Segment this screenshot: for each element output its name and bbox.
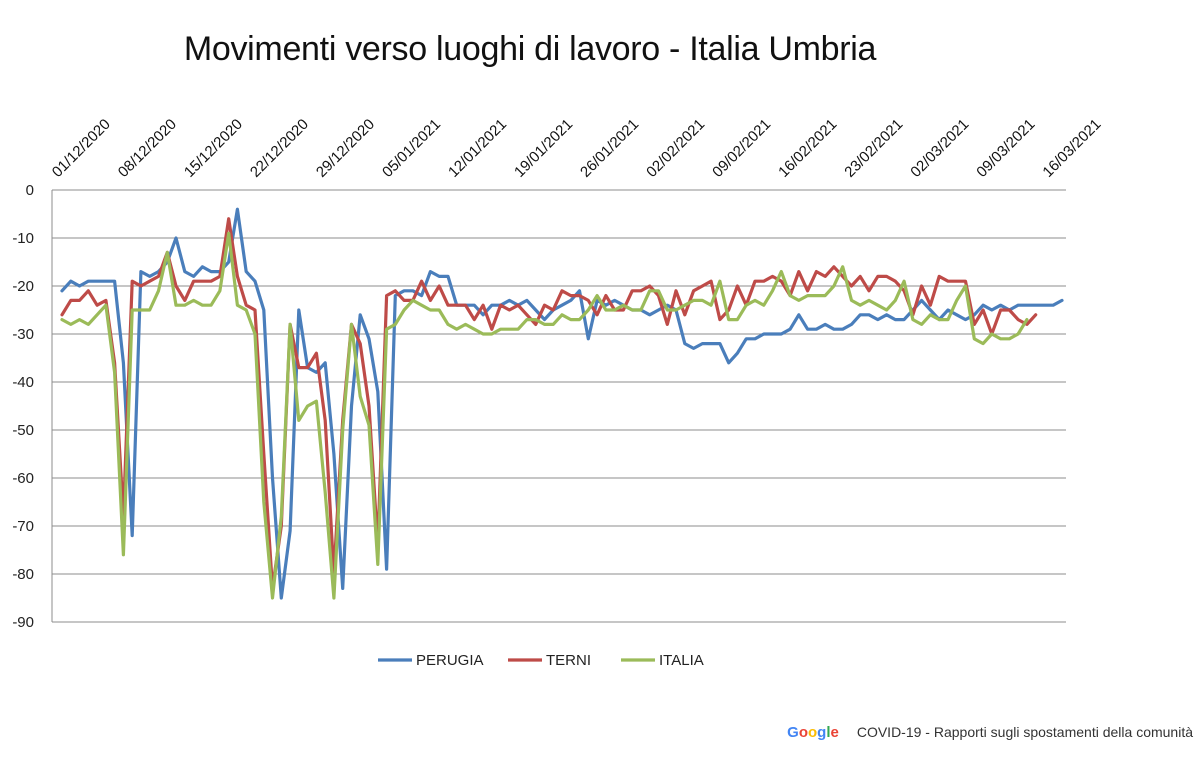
y-tick-label: -10: [12, 230, 34, 247]
y-tick-label: -80: [12, 566, 34, 583]
x-tick-label: 22/12/2020: [247, 116, 312, 181]
y-tick-label: -70: [12, 518, 34, 535]
x-tick-label: 29/12/2020: [313, 116, 378, 181]
x-tick-label: 09/02/2021: [709, 116, 774, 181]
y-axis-ticks: 0 -10 -20 -30 -40 -50 -60 -70 -80 -90: [12, 182, 34, 631]
gridlines: [51, 189, 1066, 623]
source-text: COVID-19 - Rapporti sugli spostamenti de…: [856, 724, 1193, 740]
y-tick-label: -60: [12, 470, 34, 487]
x-tick-label: 19/01/2021: [511, 116, 576, 181]
x-tick-label: 08/12/2020: [115, 116, 180, 181]
y-tick-label: -40: [12, 374, 34, 391]
legend-label: ITALIA: [659, 652, 704, 669]
google-logo: Google: [787, 724, 839, 741]
legend-label: PERUGIA: [416, 652, 484, 669]
x-tick-label: 12/01/2021: [445, 116, 510, 181]
x-tick-label: 09/03/2021: [973, 116, 1038, 181]
series-line-terni: [60, 217, 1038, 591]
y-tick-label: -90: [12, 614, 34, 631]
y-tick-label: -20: [12, 278, 34, 295]
y-tick-label: -50: [12, 422, 34, 439]
chart-title: Movimenti verso luoghi di lavoro - Itali…: [183, 30, 877, 68]
x-tick-label: 23/02/2021: [841, 116, 906, 181]
x-tick-label: 16/02/2021: [775, 116, 840, 181]
legend: PERUGIA TERNI ITALIA: [378, 652, 704, 669]
legend-label: TERNI: [546, 652, 591, 669]
x-tick-label: 02/02/2021: [643, 116, 708, 181]
x-tick-label: 15/12/2020: [181, 116, 246, 181]
x-tick-label: 05/01/2021: [379, 116, 444, 181]
series-line-italia: [60, 231, 1029, 600]
x-tick-label: 26/01/2021: [577, 116, 642, 181]
series-lines: [60, 207, 1064, 600]
y-tick-label: 0: [26, 182, 34, 199]
series-line-perugia: [60, 207, 1064, 600]
source-footer: Google COVID-19 - Rapporti sugli spostame…: [787, 724, 1193, 741]
x-tick-label: 01/12/2020: [49, 116, 114, 181]
x-axis-ticks: 01/12/2020 08/12/2020 15/12/2020 22/12/2020…: [49, 116, 1105, 181]
y-tick-label: -30: [12, 326, 34, 343]
x-tick-label: 02/03/2021: [907, 116, 972, 181]
x-tick-label: 16/03/2021: [1039, 116, 1104, 181]
